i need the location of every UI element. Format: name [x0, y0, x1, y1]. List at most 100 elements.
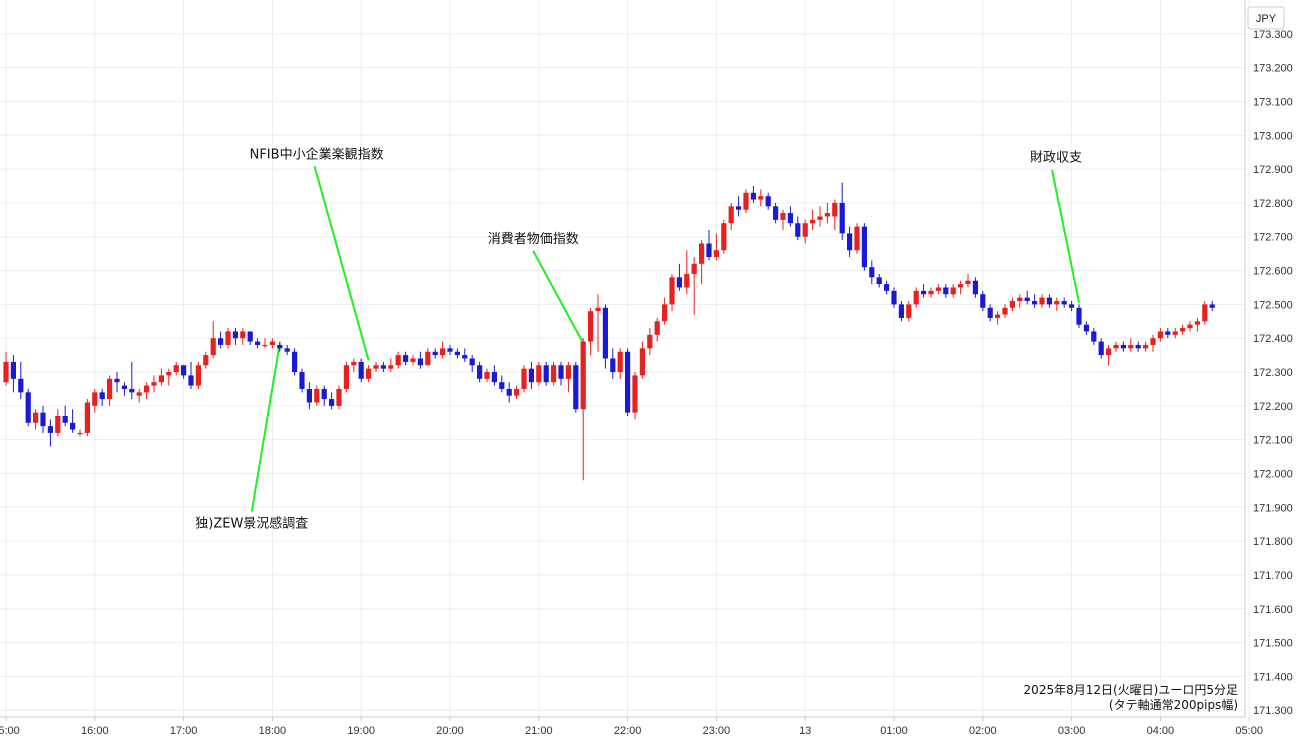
- candle: [77, 429, 83, 437]
- candle-body: [336, 388, 342, 406]
- candle-body: [699, 243, 705, 264]
- candle-body: [351, 361, 357, 366]
- candle: [1002, 304, 1008, 318]
- candle-body: [10, 361, 16, 379]
- candle: [773, 202, 779, 224]
- candle-body: [1165, 331, 1171, 335]
- candle-body: [898, 304, 904, 318]
- candle-body: [1002, 307, 1008, 315]
- candle-body: [329, 399, 335, 406]
- candle-body: [810, 219, 816, 224]
- candle-body: [129, 388, 135, 393]
- candle-body: [758, 196, 764, 200]
- candle-body: [1083, 324, 1089, 332]
- candle: [114, 372, 120, 393]
- candle: [573, 361, 579, 413]
- candle: [92, 388, 98, 413]
- candle: [706, 229, 712, 261]
- candle-body: [839, 202, 845, 234]
- candle-body: [684, 273, 690, 288]
- candle: [410, 355, 416, 366]
- candle: [906, 301, 912, 322]
- candle: [18, 361, 24, 400]
- candle: [795, 216, 801, 241]
- candle: [669, 273, 675, 312]
- candle-body: [728, 206, 734, 224]
- candle: [329, 392, 335, 410]
- candle: [1046, 294, 1052, 308]
- candle: [1076, 304, 1082, 329]
- annotation-label: 消費者物価指数: [488, 232, 579, 247]
- candle: [395, 351, 401, 369]
- currency-label: JPY: [1256, 13, 1277, 25]
- y-tick-label: 172.700: [1253, 232, 1293, 244]
- candle: [403, 351, 409, 366]
- candle: [269, 338, 275, 349]
- candle-body: [639, 348, 645, 376]
- candle: [40, 405, 46, 433]
- candle-body: [1098, 341, 1104, 356]
- candle: [928, 287, 934, 298]
- candle-body: [99, 392, 105, 400]
- candle-body: [232, 331, 238, 339]
- candle: [558, 361, 564, 386]
- candle-body: [743, 192, 749, 210]
- candle-body: [262, 344, 268, 347]
- candle: [869, 260, 875, 285]
- candle-body: [343, 365, 349, 389]
- candle: [491, 365, 497, 386]
- candle-body: [240, 331, 246, 339]
- candle: [454, 348, 460, 359]
- candle-body: [1128, 344, 1134, 349]
- candle-body: [403, 355, 409, 362]
- candle: [817, 206, 823, 227]
- candle: [388, 358, 394, 373]
- candle-body: [950, 287, 956, 295]
- candle-body: [1061, 301, 1067, 305]
- y-tick-label: 173.200: [1253, 63, 1293, 75]
- candle: [62, 405, 68, 427]
- y-tick-label: 171.500: [1253, 638, 1293, 650]
- candle: [950, 284, 956, 298]
- candle: [565, 361, 571, 393]
- candle-body: [425, 351, 431, 366]
- candle: [1113, 341, 1119, 352]
- candle: [854, 223, 860, 254]
- candle: [728, 202, 734, 230]
- candle-body: [565, 365, 571, 379]
- candle-body: [854, 226, 860, 251]
- candle: [839, 182, 845, 241]
- candle-body: [824, 213, 830, 217]
- candle: [432, 348, 438, 359]
- candle: [1091, 328, 1097, 345]
- candle: [188, 361, 194, 389]
- y-tick-label: 173.300: [1253, 29, 1293, 41]
- currency-label-box: JPY: [1247, 6, 1285, 30]
- candle-body: [1039, 297, 1045, 305]
- candle-body: [62, 415, 68, 423]
- candle: [913, 287, 919, 308]
- annotation-label: 財政収支: [1030, 151, 1082, 166]
- candle-body: [373, 365, 379, 369]
- candle-body: [995, 314, 1001, 318]
- candle-body: [921, 290, 927, 295]
- candle-body: [440, 348, 446, 356]
- candle-body: [158, 375, 164, 383]
- y-tick-label: 173.000: [1253, 130, 1293, 142]
- candle-body: [521, 368, 527, 389]
- candle-body: [292, 351, 298, 373]
- candle-body: [543, 365, 549, 383]
- candle-body: [1024, 297, 1030, 302]
- candle: [847, 226, 853, 258]
- candle-body: [928, 290, 934, 295]
- candle: [306, 382, 312, 410]
- candle: [366, 365, 372, 383]
- candle: [610, 348, 616, 379]
- candle: [632, 372, 638, 420]
- candle-body: [795, 223, 801, 237]
- candle-body: [255, 341, 261, 345]
- candle-body: [447, 348, 453, 352]
- candle: [780, 209, 786, 230]
- x-tick-label: 04:00: [1147, 725, 1175, 737]
- candle: [1032, 294, 1038, 308]
